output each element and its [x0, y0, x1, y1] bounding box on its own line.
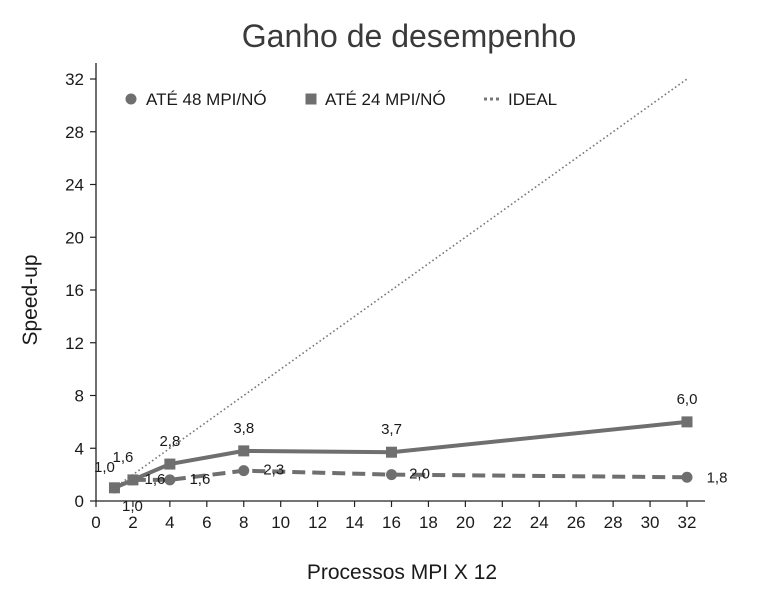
legend-label-48: ATÉ 48 MPI/NÓ [146, 90, 267, 109]
series-48-point [386, 469, 397, 481]
series-48-data-label: 1,0 [122, 498, 143, 515]
x-tick-label: 24 [530, 513, 549, 532]
x-tick-label: 4 [165, 513, 174, 532]
x-tick-label: 10 [271, 513, 290, 532]
x-tick-label: 2 [128, 513, 137, 532]
series-48-data-label: 2,3 [263, 462, 284, 479]
x-tick-label: 18 [419, 513, 438, 532]
series-48-point [238, 465, 250, 477]
series-48-data-label: 1,6 [189, 471, 210, 488]
series-24-point [681, 416, 693, 428]
x-tick-label: 28 [604, 513, 623, 532]
y-tick-label: 16 [65, 281, 84, 300]
series-24-point [238, 445, 250, 457]
series-24-data-label: 1,6 [113, 449, 134, 466]
legend: ATÉ 48 MPI/NÓ ATÉ 24 MPI/NÓ IDEAL [125, 90, 557, 109]
y-tick-label: 12 [65, 334, 84, 353]
y-tick-label: 20 [65, 228, 84, 247]
series-24-data-label: 1,0 [94, 459, 115, 476]
series-24-point [108, 482, 120, 494]
series-24-data-label: 3,8 [233, 420, 254, 437]
series-48-point [164, 474, 176, 486]
y-tick-label: 0 [75, 492, 84, 511]
series-24-point [164, 458, 176, 470]
series-48-data-label: 1,6 [145, 471, 166, 488]
series-24-data-label: 3,7 [381, 421, 402, 438]
x-tick-label: 20 [456, 513, 475, 532]
y-tick-label: 8 [75, 387, 84, 406]
x-tick-label: 8 [239, 513, 248, 532]
y-axis-title: Speed-up [19, 254, 42, 345]
ideal-series [114, 78, 688, 489]
x-axis-title: Processos MPI X 12 [307, 561, 497, 584]
legend-label-24: ATÉ 24 MPI/NÓ [325, 90, 446, 109]
series-48-point [681, 471, 693, 483]
chart-title: Ganho de desempenho [242, 18, 576, 54]
legend-label-ideal: IDEAL [508, 90, 557, 109]
x-tick-label: 30 [641, 513, 660, 532]
y-tick-label: 28 [65, 123, 84, 142]
data-labels: 1,01,62,83,8 3,76,01,01,6 1,62,3 2,0 1,8 [94, 391, 727, 515]
x-tick-label: 12 [308, 513, 327, 532]
x-tick-label: 0 [91, 513, 100, 532]
series-24-point [127, 474, 139, 486]
series-24-mpi [108, 416, 693, 494]
x-tick-label: 14 [345, 513, 364, 532]
legend-marker-48 [125, 93, 137, 105]
y-tick-label: 24 [65, 176, 84, 195]
x-tick-label: 16 [382, 513, 401, 532]
x-tick-label: 22 [493, 513, 512, 532]
x-tick-label: 26 [567, 513, 586, 532]
series-24-data-label: 2,8 [159, 433, 180, 450]
series-48-data-label: 1,8 [707, 469, 728, 486]
y-tick-label: 32 [65, 70, 84, 89]
series-48-line [113, 468, 688, 490]
x-tick-label: 6 [202, 513, 211, 532]
series-24-data-label: 6,0 [677, 391, 698, 408]
series-24-point [386, 446, 397, 458]
y-tick-label: 4 [75, 439, 84, 458]
series-48-data-label: 2,0 [409, 466, 430, 483]
legend-marker-24 [305, 93, 317, 105]
ideal-line [114, 78, 688, 489]
x-tick-label: 32 [678, 513, 697, 532]
